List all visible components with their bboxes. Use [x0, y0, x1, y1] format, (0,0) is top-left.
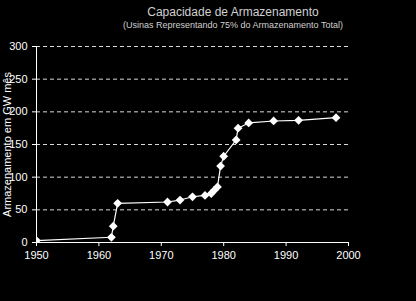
svg-text:2000: 2000 — [336, 249, 360, 261]
svg-text:0: 0 — [21, 236, 27, 248]
svg-text:1990: 1990 — [274, 249, 298, 261]
html-text:Capacidade de Armazenamento: Capacidade de Armazenamento — [147, 5, 319, 19]
svg-text:1960: 1960 — [87, 249, 111, 261]
svg-text:1950: 1950 — [24, 249, 48, 261]
svg-text:50: 50 — [15, 203, 27, 215]
html-text:(Usinas Representando 75% do A: (Usinas Representando 75% do Armazenamen… — [123, 20, 343, 30]
svg-text:1970: 1970 — [149, 249, 173, 261]
svg-text:200: 200 — [9, 105, 28, 118]
svg-text:1980: 1980 — [211, 249, 235, 261]
svg-text:250: 250 — [9, 72, 28, 85]
svg-text:300: 300 — [9, 40, 27, 52]
svg-text:100: 100 — [9, 170, 28, 183]
svg-text:Armazenamento em GW mês: Armazenamento em GW mês — [1, 72, 13, 217]
svg-text:150: 150 — [9, 138, 28, 150]
